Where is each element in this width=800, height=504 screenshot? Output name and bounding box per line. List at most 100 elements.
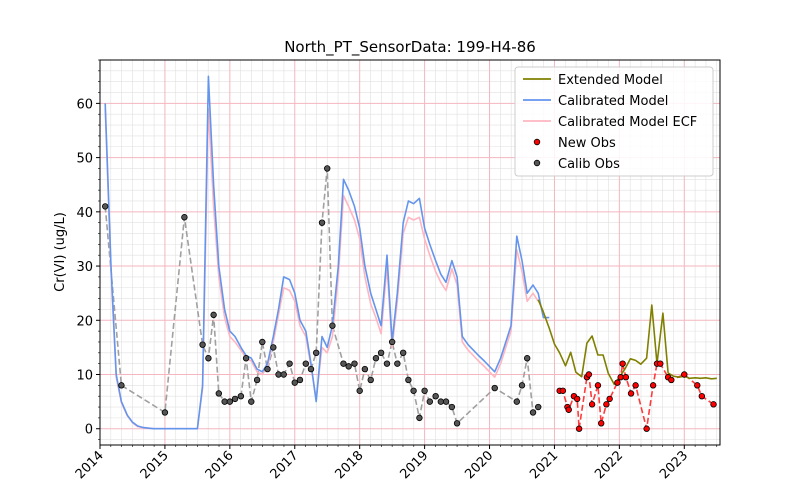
extended-model-line: [537, 299, 717, 386]
y-tick-label: 30: [76, 260, 93, 275]
calib-obs-point: [307, 365, 315, 373]
legend-label: Calib Obs: [558, 157, 620, 172]
legend-box: [514, 66, 714, 177]
calib-obs-point: [432, 392, 439, 400]
calib-obs-point: [226, 398, 234, 405]
chart-title: North_PT_SensorData: 199-H4-86: [284, 38, 536, 57]
calib-obs-point: [270, 344, 277, 351]
calib-obs-point: [421, 387, 428, 394]
calib-obs-point: [351, 360, 358, 367]
calib-obs-point: [215, 390, 223, 397]
calib-obs-point: [361, 365, 369, 373]
new-obs-point: [597, 420, 605, 427]
calib-obs-point: [259, 338, 266, 346]
series-layer: [101, 75, 717, 432]
legend-label: Extended Model: [558, 73, 663, 88]
y-tick-label: 0: [85, 423, 93, 438]
calib-obs-point: [453, 420, 461, 427]
new-obs-point: [694, 382, 701, 389]
legend-swatch-point: [533, 138, 541, 146]
calib-obs-point: [394, 360, 401, 367]
calib-obs-point: [529, 409, 537, 416]
new-obs-point: [632, 382, 639, 389]
new-obs-point: [657, 360, 664, 367]
calib-obs-point: [205, 355, 212, 362]
new-obs-point: [627, 390, 635, 397]
calib-obs-point: [416, 414, 423, 422]
calib-obs-point: [340, 360, 347, 367]
calib-obs-point: [280, 371, 287, 378]
calib-obs-point: [383, 360, 391, 367]
legend-swatch-point: [533, 159, 541, 167]
calib-obs-point: [324, 165, 331, 172]
calib-obs-point: [491, 384, 498, 392]
calib-obs-point: [302, 360, 310, 367]
calib-obs-point: [372, 355, 380, 362]
calib-obs-point: [442, 398, 450, 405]
calib-obs-point: [296, 376, 304, 384]
y-tick-label: 50: [76, 152, 93, 167]
y-axis-label: Cr(VI) (ug/L): [53, 212, 68, 292]
calib-obs-point: [286, 360, 293, 367]
calib-obs-point: [118, 382, 125, 389]
calib-obs-point: [264, 365, 271, 373]
calib-obs-point: [237, 392, 245, 400]
calib-obs-point: [405, 376, 412, 384]
new-obs-point: [588, 401, 596, 408]
y-tick-label: 40: [76, 206, 93, 221]
calib-obs-point: [523, 355, 531, 362]
legend: Extended Model Calibrated Model Calibrated…: [514, 66, 714, 177]
calib-obs-point: [448, 403, 456, 411]
calib-obs-point: [291, 379, 298, 386]
calib-obs-point: [388, 338, 396, 346]
new-obs-point: [603, 401, 610, 408]
new-obs-point: [594, 382, 602, 389]
y-axis: 0 10 20 30 40 50 60: [76, 59, 100, 440]
calib-obs-point: [367, 376, 374, 384]
calib-obs-point: [329, 322, 336, 329]
new-obs-point: [619, 360, 626, 367]
new-obs-point: [668, 376, 675, 384]
new-obs-point: [614, 379, 621, 386]
calib-obs-point: [231, 395, 239, 403]
new-obs-point: [573, 395, 581, 403]
new-obs-point: [617, 374, 624, 381]
new-obs-point: [606, 395, 613, 403]
new-obs-point: [643, 425, 650, 432]
new-obs-point: [698, 392, 706, 400]
calib-obs-point: [181, 214, 188, 221]
legend-label: Calibrated Model: [558, 94, 668, 109]
calib-obs-point: [199, 341, 206, 348]
new-obs-point: [622, 374, 630, 381]
new-obs-point: [710, 401, 717, 408]
new-obs-point: [681, 371, 688, 378]
calib-obs-point: [210, 311, 217, 319]
legend-label: Calibrated Model ECF: [558, 115, 697, 130]
calib-obs-point: [312, 349, 320, 357]
calib-obs-point: [318, 219, 326, 226]
calib-obs-point: [101, 203, 109, 210]
y-tick-label: 20: [76, 314, 93, 329]
calib-obs-point: [221, 398, 228, 405]
new-obs-point: [649, 382, 657, 389]
y-tick-label: 10: [76, 369, 93, 384]
new-obs-point: [565, 406, 572, 413]
calib-obs-point: [253, 376, 261, 384]
new-obs-point: [575, 425, 583, 432]
calibrated-model-line: [104, 75, 550, 430]
plot-frame: [99, 59, 721, 446]
calib-obs-point: [161, 409, 169, 416]
calib-obs-point: [426, 398, 434, 405]
y-tick-label: 60: [76, 97, 93, 112]
calib-obs-point: [248, 398, 255, 405]
calib-obs-point: [345, 363, 352, 370]
calib-obs-point: [275, 371, 282, 378]
calib-obs-point: [437, 398, 445, 405]
calib-obs-point: [535, 403, 542, 411]
calib-obs-point: [410, 387, 417, 394]
calib-obs-point: [377, 349, 385, 357]
calib-obs-point: [356, 387, 363, 394]
legend-label: New Obs: [558, 136, 616, 151]
